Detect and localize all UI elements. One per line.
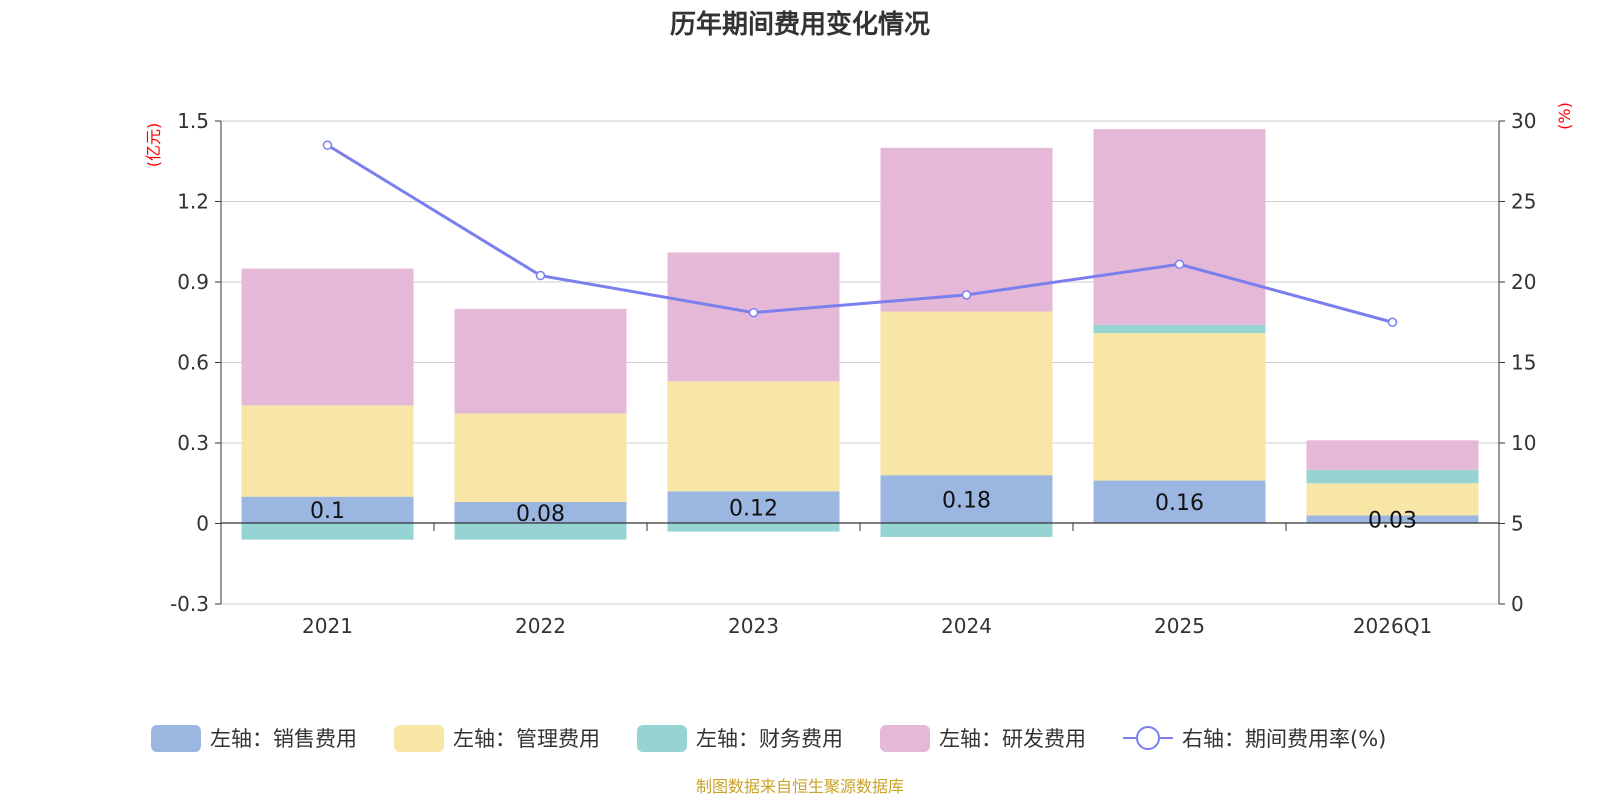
bar-segment xyxy=(241,496,414,524)
right-tick-label: 0 xyxy=(1511,592,1524,616)
data-label: 0.08 xyxy=(516,502,565,527)
data-label: 0.16 xyxy=(1155,491,1204,516)
bar-segment xyxy=(667,381,840,492)
bar-segment xyxy=(454,308,627,414)
bar-segment xyxy=(1306,483,1479,516)
bar-segment xyxy=(454,413,627,503)
left-tick-label: 0.9 xyxy=(177,270,209,294)
legend: 左轴：销售费用 左轴：管理费用 左轴：财务费用 左轴：研发费用 右轴：期间费用率(%) xyxy=(151,725,1386,752)
x-tick-label: 2025 xyxy=(1154,614,1205,638)
data-label: 0.18 xyxy=(942,488,991,513)
rate-point xyxy=(535,270,546,281)
bar-segment xyxy=(1093,480,1266,524)
grid-lines xyxy=(221,120,1499,605)
legend-swatch xyxy=(151,725,201,752)
data-label: 0.03 xyxy=(1368,508,1417,533)
bar-segment xyxy=(667,523,840,532)
legend-swatch xyxy=(394,725,444,752)
legend-marker xyxy=(1136,726,1160,750)
legend-label: 左轴：销售费用 xyxy=(210,727,357,751)
chart-title: 历年期间费用变化情况 xyxy=(670,9,930,40)
right-tick-label: 10 xyxy=(1511,431,1536,455)
right-tick-label: 15 xyxy=(1511,351,1536,375)
legend-label: 左轴：研发费用 xyxy=(939,727,1086,751)
rate-point xyxy=(1387,317,1398,327)
bar-segment xyxy=(880,147,1053,312)
bars xyxy=(241,129,1479,540)
rate-point xyxy=(1174,259,1185,270)
bar-segment xyxy=(880,311,1053,476)
x-tick-label: 2026Q1 xyxy=(1353,614,1432,638)
data-label: 0.12 xyxy=(729,496,778,521)
bar-segment xyxy=(1093,332,1266,481)
legend-swatch xyxy=(637,725,687,752)
data-source-note: 制图数据来自恒生聚源数据库 xyxy=(696,777,904,796)
legend-label: 左轴：财务费用 xyxy=(696,727,843,751)
rate-point xyxy=(961,290,972,300)
x-tick-label: 2023 xyxy=(728,614,779,638)
left-axis-unit: (亿元) xyxy=(144,123,163,168)
x-tick-label: 2022 xyxy=(515,614,566,638)
bar-segment xyxy=(667,491,840,524)
bar-segment xyxy=(880,523,1053,537)
bar-segment xyxy=(241,405,414,497)
right-axis-unit: (%) xyxy=(1555,102,1574,130)
data-label: 0.1 xyxy=(310,499,345,524)
left-tick-label: 0.6 xyxy=(177,351,209,375)
bar-segment xyxy=(454,523,627,540)
data-labels: 0.1 0.08 0.12 0.18 0.16 0.03 xyxy=(310,488,1417,533)
bar-segment xyxy=(454,502,627,524)
rate-line-path xyxy=(326,143,1393,324)
left-tick-label: 0.3 xyxy=(177,431,209,455)
bar-segment xyxy=(1093,324,1266,333)
left-tick-label: 0 xyxy=(196,512,209,536)
bar-segment xyxy=(241,268,414,406)
rate-line xyxy=(322,140,1398,327)
legend-label: 右轴：期间费用率(%) xyxy=(1182,727,1386,751)
bar-segment xyxy=(241,523,414,540)
bar-segment xyxy=(1306,469,1479,484)
right-tick-label: 20 xyxy=(1511,270,1536,294)
bar-segment xyxy=(1306,515,1479,524)
bar-segment xyxy=(880,475,1053,524)
right-tick-label: 30 xyxy=(1511,109,1536,133)
x-tick-label: 2024 xyxy=(941,614,992,638)
legend-label: 左轴：管理费用 xyxy=(453,727,600,751)
right-tick-label: 5 xyxy=(1511,512,1524,536)
rate-point xyxy=(322,140,333,150)
left-tick-label: -0.3 xyxy=(170,592,209,616)
left-tick-label: 1.5 xyxy=(177,109,209,133)
rate-point xyxy=(748,307,759,318)
bar-segment xyxy=(1306,440,1479,470)
left-tick-label: 1.2 xyxy=(177,190,209,214)
bar-segment xyxy=(1093,129,1266,325)
legend-swatch xyxy=(880,725,930,752)
x-tick-label: 2021 xyxy=(302,614,353,638)
right-tick-label: 25 xyxy=(1511,190,1536,214)
